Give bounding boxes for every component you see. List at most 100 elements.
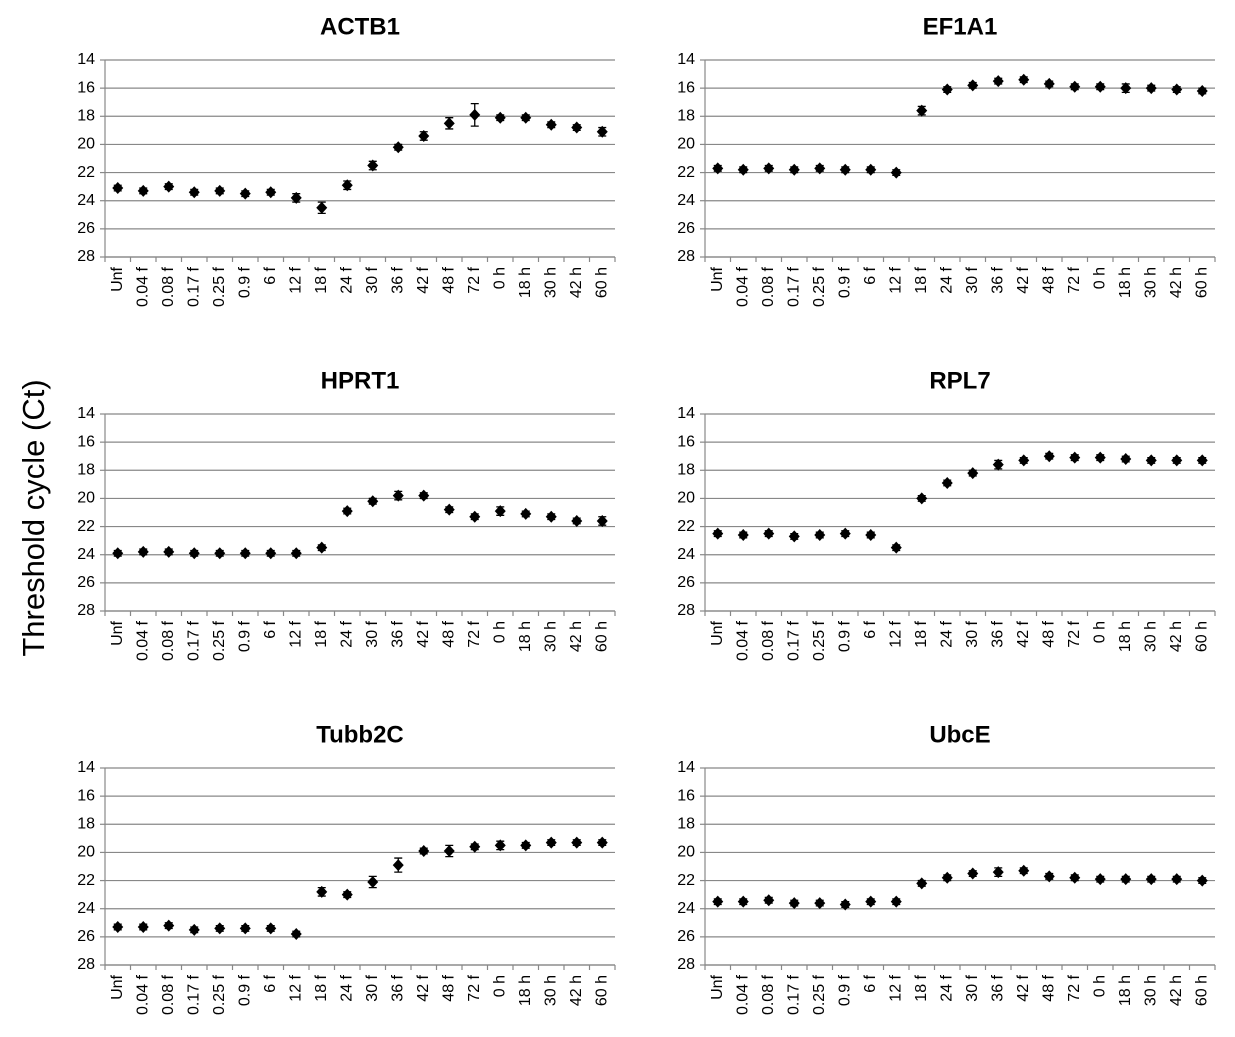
marker (367, 495, 379, 508)
y-tick-label: 18 (77, 462, 95, 479)
x-tick-label: 24 f (938, 266, 955, 293)
x-tick-label: 0.04 f (134, 620, 151, 661)
x-tick-label: 0 h (491, 267, 508, 289)
marker (814, 162, 826, 175)
marker (163, 919, 175, 932)
marker (112, 182, 124, 195)
marker (596, 125, 608, 138)
x-tick-label: 0.17 f (185, 266, 202, 307)
marker (1196, 84, 1208, 97)
y-axis-label: Threshold cycle (Ct) (16, 379, 51, 656)
x-tick-label: 6 f (262, 974, 279, 992)
x-tick-label: 0.08 f (160, 266, 177, 307)
marker (712, 527, 724, 540)
x-tick-label: 0.08 f (760, 974, 777, 1015)
x-tick-label: 0.04 f (134, 974, 151, 1015)
y-tick-label: 14 (677, 51, 695, 68)
x-tick-label: 60 h (593, 621, 610, 652)
x-tick-label: 30 h (542, 267, 559, 298)
y-tick-label: 16 (77, 79, 95, 96)
x-tick-label: 36 f (989, 974, 1006, 1001)
marker (418, 489, 430, 502)
marker (1171, 83, 1183, 96)
x-tick-label: 0.17 f (185, 974, 202, 1015)
y-tick-label: 28 (77, 956, 95, 973)
marker (916, 104, 928, 117)
y-tick-label: 26 (677, 220, 695, 237)
x-tick-label: 72 f (1066, 974, 1083, 1001)
x-tick-label: 0 h (1091, 267, 1108, 289)
x-tick-label: 18 h (517, 621, 534, 652)
x-tick-label: 42 h (1168, 267, 1185, 298)
x-tick-label: 24 f (338, 620, 355, 647)
marker (214, 547, 226, 560)
x-tick-label: 0.9 f (236, 620, 253, 652)
x-tick-label: 36 f (389, 620, 406, 647)
x-tick-label: 18 f (313, 620, 330, 647)
x-tick-label: 0.17 f (785, 620, 802, 661)
y-tick-label: 28 (677, 602, 695, 619)
marker (967, 867, 979, 880)
y-tick-label: 16 (77, 787, 95, 804)
marker (443, 503, 455, 516)
marker (916, 877, 928, 890)
x-tick-label: 12 f (287, 974, 304, 1001)
chart-title: ACTB1 (320, 13, 400, 40)
x-tick-label: 42 h (568, 975, 585, 1006)
marker (265, 186, 277, 199)
marker (290, 928, 302, 941)
x-tick-label: 0.08 f (160, 620, 177, 661)
x-tick-label: 36 f (989, 266, 1006, 293)
x-tick-label: 0.25 f (211, 620, 228, 661)
x-tick-label: 0.25 f (811, 620, 828, 661)
y-tick-label: 22 (77, 518, 95, 535)
x-tick-label: 0.04 f (134, 266, 151, 307)
y-tick-label: 26 (77, 220, 95, 237)
marker (137, 545, 149, 558)
marker (712, 895, 724, 908)
y-tick-label: 18 (77, 108, 95, 125)
marker (290, 547, 302, 560)
marker (494, 505, 506, 518)
marker (596, 836, 608, 849)
x-tick-label: 0.25 f (211, 266, 228, 307)
marker (1018, 73, 1030, 86)
marker (890, 895, 902, 908)
x-tick-label: 24 f (938, 620, 955, 647)
marker (788, 530, 800, 543)
x-tick-label: 42 f (1015, 266, 1032, 293)
marker (890, 541, 902, 554)
marker (737, 895, 749, 908)
marker (788, 163, 800, 176)
x-tick-label: 60 h (1193, 975, 1210, 1006)
x-tick-label: 18 h (517, 267, 534, 298)
marker (967, 467, 979, 480)
x-tick-label: 36 f (389, 266, 406, 293)
marker (839, 527, 851, 540)
x-tick-label: 30 f (364, 974, 381, 1001)
y-tick-label: 22 (77, 872, 95, 889)
x-tick-label: 30 h (1142, 267, 1159, 298)
y-tick-label: 18 (77, 816, 95, 833)
marker (239, 922, 251, 935)
marker (163, 545, 175, 558)
y-tick-label: 22 (77, 164, 95, 181)
x-tick-label: 18 h (1117, 975, 1134, 1006)
x-tick-label: 24 f (938, 974, 955, 1001)
chart-title: UbcE (929, 721, 990, 748)
marker (316, 201, 328, 214)
x-tick-label: 30 f (964, 266, 981, 293)
marker (469, 840, 481, 853)
marker (865, 895, 877, 908)
x-tick-label: 18 h (517, 975, 534, 1006)
marker (341, 505, 353, 518)
x-tick-label: 30 f (364, 620, 381, 647)
x-tick-label: 6 f (262, 266, 279, 284)
marker (1145, 82, 1157, 95)
x-tick-label: 12 f (887, 266, 904, 293)
marker (545, 836, 557, 849)
x-tick-label: 48 f (440, 620, 457, 647)
x-tick-label: 0.9 f (836, 266, 853, 298)
marker (494, 839, 506, 852)
